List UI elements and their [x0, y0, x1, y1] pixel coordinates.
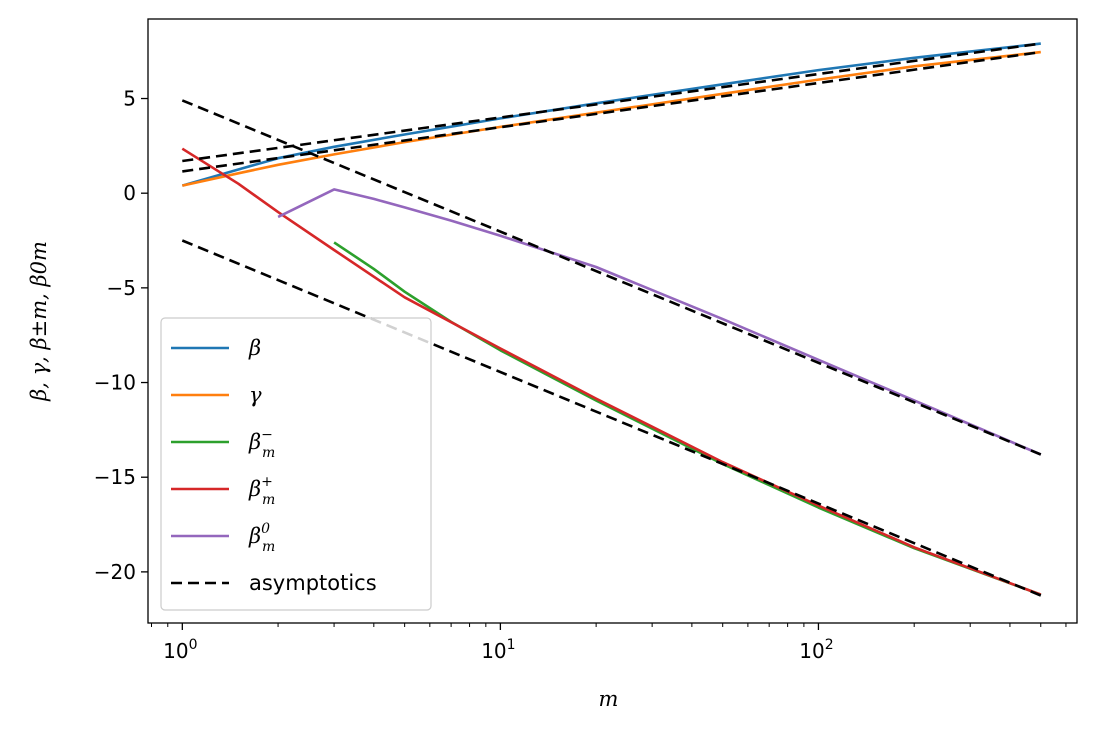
legend-box — [160, 317, 432, 611]
x-tick-label: 101 — [481, 637, 515, 663]
series-line-gamma — [182, 50, 1041, 187]
legend-label-beta-zero: β0 m — [248, 521, 275, 555]
y-axis-label: β, γ, β±m, β0m — [27, 241, 51, 402]
series-line-asymptotics-4 — [181, 239, 1042, 597]
legend-label-beta: β — [248, 336, 261, 360]
plot-lines — [181, 42, 1042, 597]
y-tick-label: −20 — [94, 560, 136, 584]
x-axis-label: m — [599, 687, 619, 711]
series-line-asymptotics-1 — [182, 42, 1041, 163]
y-tick-label: −5 — [107, 276, 136, 300]
legend-label-beta-plus: β+ m — [248, 474, 275, 508]
x-tick-label: 102 — [799, 637, 833, 663]
series-line-asymptotics-2 — [182, 50, 1041, 173]
x-tick-label: 100 — [163, 637, 197, 663]
y-tick-label: −10 — [94, 371, 136, 395]
series-line-asymptotics-3 — [181, 99, 1042, 456]
y-tick-label: 5 — [123, 87, 136, 111]
series-line-beta — [181, 42, 1041, 187]
y-tick-label: −15 — [94, 465, 136, 489]
series-line-beta-zero — [277, 188, 1042, 456]
legend-label-asymptotics: asymptotics — [249, 571, 377, 595]
plot-frame — [147, 18, 1078, 624]
series-line-beta-plus — [181, 147, 1042, 596]
y-axis-ticks: 5 0 −5 −10 −15 −20 — [94, 87, 148, 584]
legend: βγ β− m β+ m β0 m asymptotics — [160, 317, 432, 611]
legend-label-gamma: γ — [249, 383, 262, 407]
legend-label-beta-minus: β− m — [248, 427, 275, 461]
x-axis-ticks: 100 101 102 — [150, 623, 1067, 663]
y-tick-label: 0 — [123, 181, 136, 205]
